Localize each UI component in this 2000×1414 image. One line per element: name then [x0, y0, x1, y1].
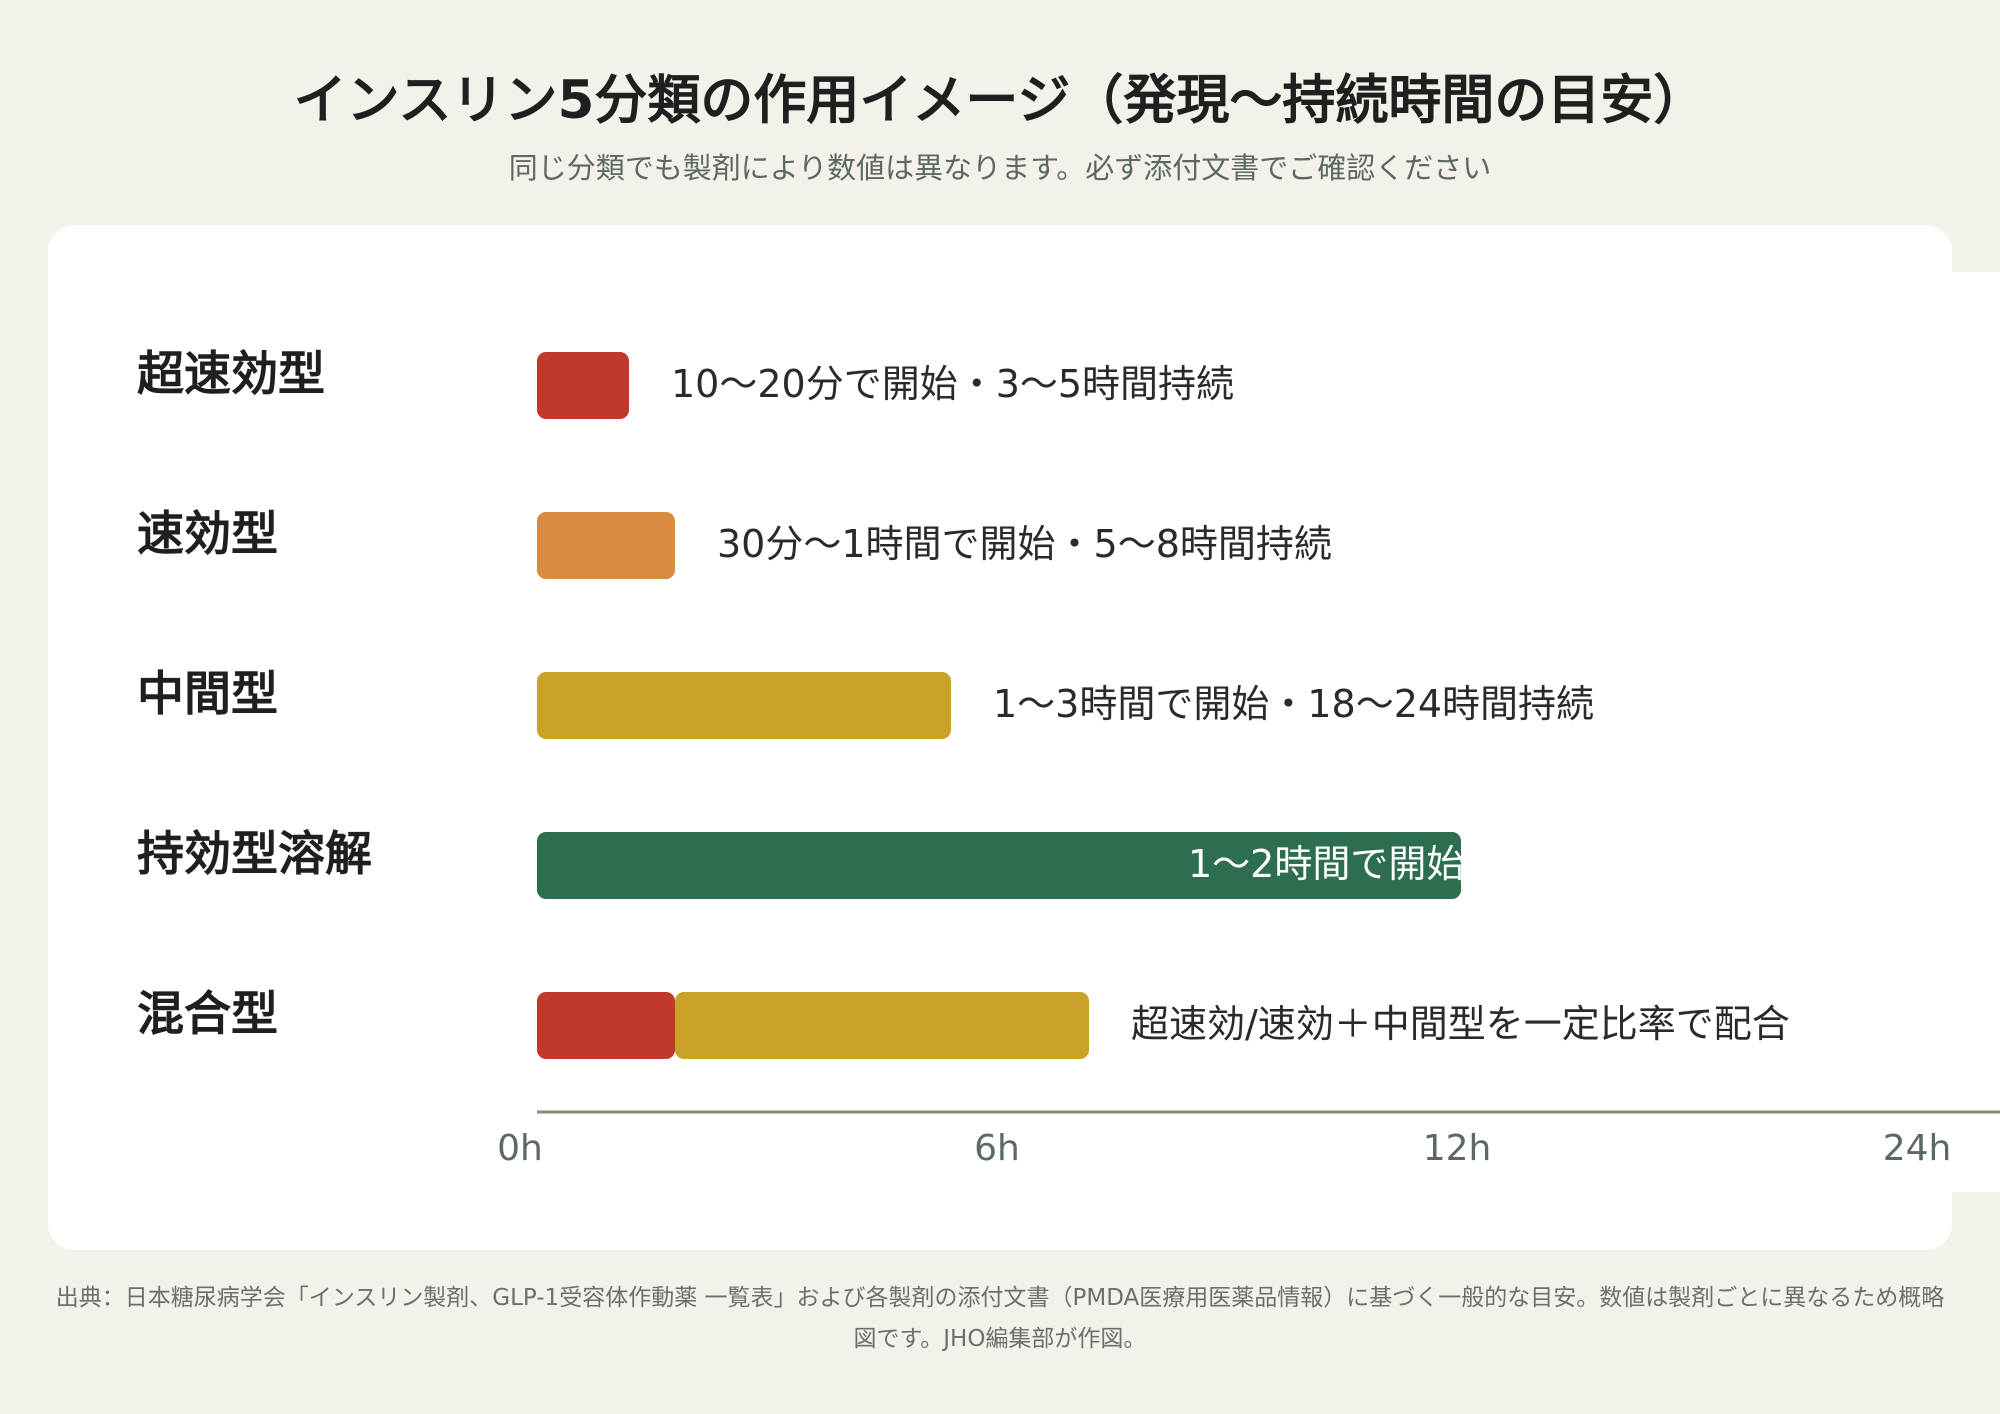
bar-segment	[537, 832, 1461, 899]
bar-segment	[675, 992, 1089, 1059]
bar-label-group: 10〜20分で開始・3〜5時間持続 30分〜1時間で開始・5〜8時間持続 1〜3時間…	[671, 362, 1893, 1046]
category-label: 超速効型	[137, 347, 325, 402]
bar-data-label: 1〜3時間で開始・18〜24時間持続	[993, 682, 1594, 726]
bar-segment	[537, 992, 675, 1059]
bar-segment	[537, 672, 951, 739]
bar-data-label: 1〜2時間で開始・約24時間、平坦に作用	[1188, 842, 1893, 886]
bar-group	[537, 352, 1461, 1059]
x-tick-label: 6h	[974, 1128, 1020, 1169]
x-tick-label: 0h	[497, 1128, 543, 1169]
bar-segment	[537, 512, 675, 579]
x-tick-label: 24h	[1883, 1128, 1952, 1169]
category-label: 速効型	[137, 507, 278, 562]
bar-data-label: 超速効/速効＋中間型を一定比率で配合	[1131, 1002, 1790, 1046]
bar-data-label: 30分〜1時間で開始・5〜8時間持続	[717, 522, 1332, 566]
chart-subtitle: 同じ分類でも製剤により数値は異なります。必ず添付文書でご確認ください	[508, 151, 1492, 185]
bar-segment	[537, 352, 629, 419]
category-label: 混合型	[137, 987, 278, 1042]
x-axis: 0h 6h 12h 24h	[497, 1110, 2000, 1169]
chart-card-edge	[1952, 272, 2000, 1192]
bar-data-label: 10〜20分で開始・3〜5時間持続	[671, 362, 1234, 406]
source-note: 出典：日本糖尿病学会「インスリン製剤、GLP-1受容体作動薬 一覧表」および各製…	[55, 1285, 1945, 1352]
category-label: 中間型	[137, 667, 278, 722]
chart-title: インスリン5分類の作用イメージ（発現〜持続時間の目安）	[293, 70, 1707, 131]
chart-card	[48, 225, 1952, 1250]
category-label: 持効型溶解	[137, 827, 372, 882]
x-tick-label: 12h	[1423, 1128, 1492, 1169]
